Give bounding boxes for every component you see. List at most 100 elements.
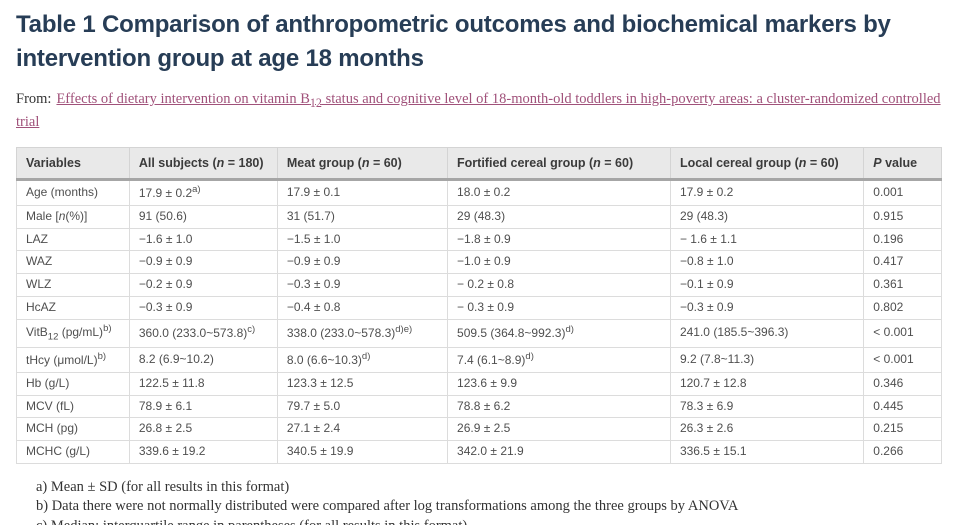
value-cell: 29 (48.3) bbox=[669, 204, 865, 229]
value-cell: 26.3 ± 2.6 bbox=[669, 417, 865, 442]
value-cell: −0.3 ± 0.9 bbox=[128, 295, 278, 320]
value-cell: 0.915 bbox=[863, 204, 942, 229]
value-cell: 26.8 ± 2.5 bbox=[128, 417, 278, 442]
value-cell: 7.4 (6.1~8.9)d) bbox=[447, 347, 671, 373]
table-row: Hb (g/L) 122.5 ± 11.8 123.3 ± 12.5 123.6 ± … bbox=[16, 371, 942, 396]
value-cell: 122.5 ± 11.8 bbox=[128, 371, 278, 396]
variable-cell: Hb (g/L) bbox=[16, 371, 130, 396]
value-cell: −0.9 ± 0.9 bbox=[128, 250, 278, 275]
value-cell: 0.361 bbox=[863, 273, 942, 297]
value-cell: 78.3 ± 6.9 bbox=[669, 394, 865, 419]
variable-cell: MCHC (g/L) bbox=[16, 440, 130, 464]
variable-cell: WAZ bbox=[16, 250, 130, 275]
value-cell: 9.2 (7.8~11.3) bbox=[669, 347, 865, 373]
variable-cell: HcAZ bbox=[16, 295, 130, 320]
value-cell: 336.5 ± 15.1 bbox=[669, 440, 865, 464]
value-cell: 78.8 ± 6.2 bbox=[447, 394, 671, 419]
value-cell: 342.0 ± 21.9 bbox=[447, 440, 671, 464]
table-row: tHcy (μmol/L)b) 8.2 (6.9~10.2) 8.0 (6.6~10… bbox=[16, 347, 942, 373]
value-cell: − 0.3 ± 0.9 bbox=[447, 295, 671, 320]
table-row: MCV (fL) 78.9 ± 6.1 79.7 ± 5.0 78.8 ± 6.2 78… bbox=[16, 394, 942, 419]
table-row: WAZ −0.9 ± 0.9 −0.9 ± 0.9 −1.0 ± 0.9 −0.8 ± … bbox=[16, 250, 942, 275]
value-cell: 8.2 (6.9~10.2) bbox=[128, 347, 278, 373]
value-cell: 8.0 (6.6~10.3)d) bbox=[276, 347, 449, 373]
value-cell: 31 (51.7) bbox=[276, 204, 449, 229]
value-cell: −1.5 ± 1.0 bbox=[276, 227, 449, 252]
value-cell: 91 (50.6) bbox=[128, 204, 278, 229]
table-row: HcAZ −0.3 ± 0.9 −0.4 ± 0.8− 0.3 ± 0.9 −0.3 … bbox=[16, 295, 942, 320]
value-cell: 509.5 (364.8~992.3)d) bbox=[447, 318, 671, 349]
table-row: Age (months) 17.9 ± 0.2a) 17.9 ± 0.1 18.0 ±… bbox=[16, 178, 942, 206]
value-cell: −0.2 ± 0.9 bbox=[128, 273, 278, 297]
column-header: Fortified cereal group (n = 60) bbox=[447, 147, 671, 181]
variable-cell: Male [n(%)] bbox=[16, 204, 130, 229]
value-cell: 26.9 ± 2.5 bbox=[447, 417, 671, 442]
footnote: b) Data there were not normally distribu… bbox=[36, 498, 739, 515]
value-cell: 0.215 bbox=[863, 417, 942, 442]
value-cell: − 0.2 ± 0.8 bbox=[447, 273, 671, 297]
value-cell: −1.0 ± 0.9 bbox=[447, 250, 671, 275]
value-cell: 0.001 bbox=[863, 178, 942, 206]
article-link[interactable]: Effects of dietary intervention on vitam… bbox=[16, 91, 941, 131]
value-cell: 123.3 ± 12.5 bbox=[276, 371, 449, 396]
variable-cell: MCH (pg) bbox=[16, 417, 130, 442]
value-cell: 0.346 bbox=[863, 371, 942, 396]
value-cell: 0.445 bbox=[863, 394, 942, 419]
value-cell: 339.6 ± 19.2 bbox=[128, 440, 278, 464]
variable-cell: LAZ bbox=[16, 227, 130, 252]
column-header: Variables bbox=[16, 147, 130, 181]
value-cell: < 0.001 bbox=[863, 347, 942, 373]
value-cell: 360.0 (233.0~573.8)c) bbox=[128, 318, 278, 349]
value-cell: 340.5 ± 19.9 bbox=[276, 440, 449, 464]
table-row: LAZ −1.6 ± 1.0 −1.5 ± 1.0 −1.8 ± 0.9− 1.6 ±… bbox=[16, 227, 942, 252]
value-cell: −0.4 ± 0.8 bbox=[276, 295, 449, 320]
value-cell: 241.0 (185.5~396.3) bbox=[669, 318, 865, 349]
value-cell: 0.266 bbox=[863, 440, 942, 464]
value-cell: −0.3 ± 0.9 bbox=[276, 273, 449, 297]
table-row: Male [n(%)] 91 (50.6) 31 (51.7) 29 (48.3) 29… bbox=[16, 204, 942, 229]
footnote: c) Median; interquartile range in parent… bbox=[36, 517, 946, 525]
table-row: MCH (pg) 26.8 ± 2.5 27.1 ± 2.4 26.9 ± 2.5 26… bbox=[16, 417, 942, 442]
column-header: P value bbox=[863, 147, 942, 181]
variable-cell: MCV (fL) bbox=[16, 394, 130, 419]
page-title: Table 1 Comparison of anthropometric out… bbox=[16, 11, 891, 73]
value-cell: < 0.001 bbox=[863, 318, 942, 349]
column-header: Local cereal group (n = 60) bbox=[670, 147, 865, 181]
value-cell: −0.3 ± 0.9 bbox=[669, 295, 865, 320]
value-cell: −1.8 ± 0.9 bbox=[447, 227, 671, 252]
value-cell: 27.1 ± 2.4 bbox=[276, 417, 449, 442]
value-cell: 17.9 ± 0.2 bbox=[669, 178, 865, 206]
source-line: From: Effects of dietary intervention on … bbox=[16, 89, 944, 134]
variable-cell: Age (months) bbox=[16, 178, 130, 206]
value-cell: 17.9 ± 0.2a) bbox=[128, 178, 278, 206]
table-header-row: Variables All subjects (n = 180) Meat grou… bbox=[16, 147, 942, 181]
table-row: VitB12 (pg/mL)b) 360.0 (233.0~573.8)c) 338… bbox=[16, 318, 942, 349]
from-label: From: bbox=[16, 91, 52, 108]
value-cell: 79.7 ± 5.0 bbox=[276, 394, 449, 419]
column-header: Meat group (n = 60) bbox=[277, 147, 449, 181]
column-header: All subjects (n = 180) bbox=[129, 147, 278, 181]
value-cell: 338.0 (233.0~578.3)d)e) bbox=[276, 318, 449, 349]
footnotes: a) Mean ± SD (for all results in this fo… bbox=[36, 478, 946, 525]
table-row: WLZ −0.2 ± 0.9 −0.3 ± 0.9− 0.2 ± 0.8 −0.1 ±… bbox=[16, 273, 942, 297]
value-cell: 18.0 ± 0.2 bbox=[447, 178, 671, 206]
value-cell: 123.6 ± 9.9 bbox=[447, 371, 671, 396]
value-cell: 17.9 ± 0.1 bbox=[276, 178, 449, 206]
variable-cell: VitB12 (pg/mL)b) bbox=[16, 318, 130, 349]
value-cell: 29 (48.3) bbox=[447, 204, 671, 229]
value-cell: 0.417 bbox=[863, 250, 942, 275]
variable-cell: tHcy (μmol/L)b) bbox=[16, 347, 130, 373]
value-cell: −1.6 ± 1.0 bbox=[128, 227, 278, 252]
value-cell: − 1.6 ± 1.1 bbox=[669, 227, 865, 252]
value-cell: −0.1 ± 0.9 bbox=[669, 273, 865, 297]
data-table: Variables All subjects (n = 180) Meat grou… bbox=[16, 146, 942, 464]
variable-cell: WLZ bbox=[16, 273, 130, 297]
value-cell: −0.8 ± 1.0 bbox=[669, 250, 865, 275]
value-cell: 0.802 bbox=[863, 295, 942, 320]
value-cell: 0.196 bbox=[863, 227, 942, 252]
value-cell: −0.9 ± 0.9 bbox=[276, 250, 449, 275]
table-row: MCHC (g/L) 339.6 ± 19.2 340.5 ± 19.9 342.0 … bbox=[16, 440, 942, 464]
value-cell: 78.9 ± 6.1 bbox=[128, 394, 278, 419]
footnote: a) Mean ± SD (for all results in this fo… bbox=[36, 478, 290, 495]
